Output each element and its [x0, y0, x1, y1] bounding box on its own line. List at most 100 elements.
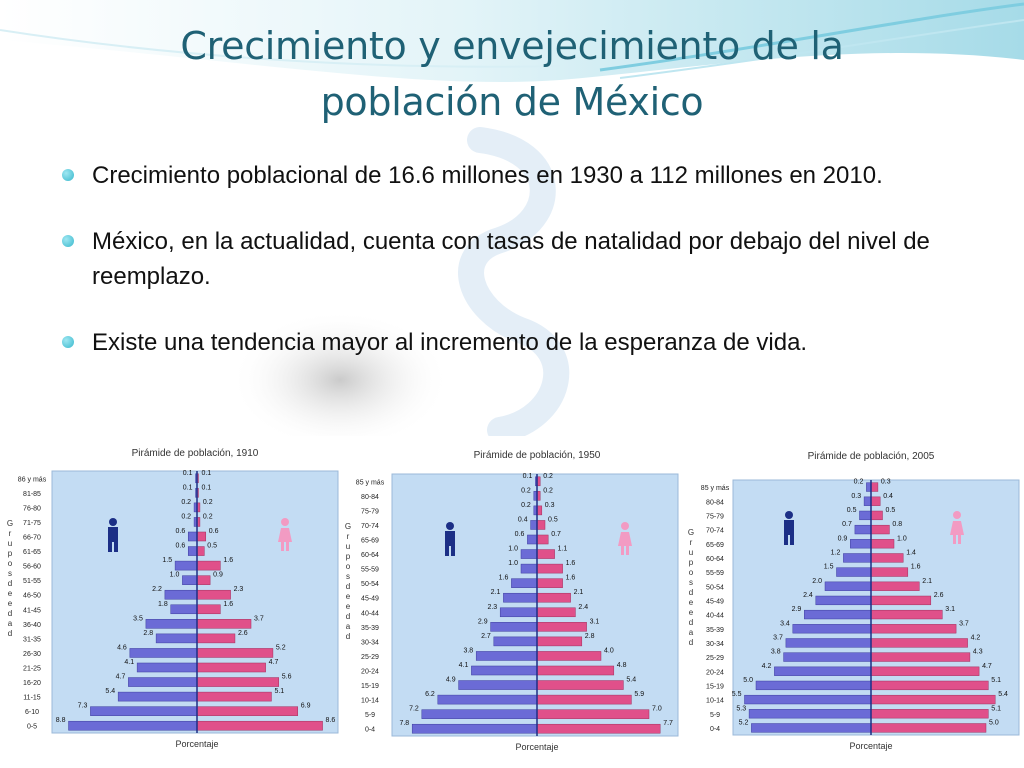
male-value-label: 3.4	[780, 620, 790, 627]
age-group-label: 5-9	[710, 712, 720, 719]
male-bar	[164, 589, 198, 600]
male-bar	[744, 694, 872, 705]
age-group-label: 71-75	[23, 520, 41, 527]
male-bar	[859, 510, 872, 521]
female-value-label: 3.1	[590, 618, 600, 625]
male-value-label: 3.7	[773, 635, 783, 642]
age-group-label: 41-45	[23, 607, 41, 614]
bullet-text: México, en la actualidad, cuenta con tas…	[92, 228, 930, 290]
female-bar	[196, 575, 211, 585]
female-value-label: 1.6	[566, 575, 576, 582]
age-group-label: 40-44	[361, 610, 379, 617]
female-value-label: 1.6	[223, 557, 233, 564]
female-bar	[536, 665, 615, 676]
male-value-label: 0.2	[181, 513, 191, 520]
age-group-label: 21-25	[23, 666, 41, 673]
female-bar	[196, 706, 298, 716]
female-value-label: 5.1	[274, 688, 284, 695]
male-bar	[785, 638, 872, 648]
age-group-label: 55-59	[361, 567, 379, 574]
male-figure-icon	[445, 522, 455, 556]
male-bar	[68, 720, 198, 731]
female-figure-icon-leg	[286, 542, 289, 551]
top-wave-band	[0, 0, 1024, 82]
male-value-label: 7.2	[409, 706, 419, 713]
male-bar	[520, 549, 538, 559]
male-figure-icon-leg	[790, 535, 794, 545]
female-figure-icon	[950, 511, 964, 544]
bullet-dot-icon	[62, 336, 74, 348]
age-group-label: 60-64	[706, 556, 724, 563]
male-bar	[850, 539, 872, 549]
male-bar	[128, 677, 198, 687]
age-group-label: 81-85	[23, 491, 41, 498]
age-group-label: 70-74	[361, 523, 379, 530]
male-bar	[136, 662, 198, 673]
age-group-label: 30-34	[706, 641, 724, 648]
female-bar	[536, 723, 661, 734]
age-group-label: 15-19	[361, 683, 379, 690]
female-value-label: 5.2	[276, 644, 286, 651]
chart-title: Pirámide de población, 1910	[132, 448, 259, 459]
male-bar	[783, 652, 872, 662]
male-value-label: 3.8	[463, 647, 473, 654]
male-bar	[499, 607, 538, 618]
male-bar	[129, 648, 198, 658]
female-value-label: 8.6	[326, 717, 336, 724]
male-bar	[187, 531, 198, 542]
bullet-list: Crecimiento poblacional de 16.6 millones…	[60, 158, 960, 391]
age-group-label: 46-50	[23, 593, 41, 600]
female-value-label: 0.9	[213, 572, 223, 579]
age-group-label: 20-24	[706, 669, 724, 676]
male-value-label: 0.2	[854, 479, 864, 486]
female-value-label: 5.0	[989, 720, 999, 727]
male-bar	[774, 666, 872, 676]
age-group-label: 51-55	[23, 578, 41, 585]
female-bar	[870, 709, 989, 719]
age-group-label: 56-60	[23, 564, 41, 571]
male-bar	[792, 624, 872, 634]
pyramid-chart-1910: Pirámide de población, 1910 Porcentaje G r u…	[0, 436, 340, 756]
female-value-label: 4.0	[604, 647, 614, 654]
female-value-label: 1.6	[223, 601, 233, 608]
male-value-label: 2.0	[812, 578, 822, 585]
male-bar	[511, 578, 538, 588]
female-figure-icon-leg	[281, 542, 284, 551]
age-group-label: 45-49	[361, 596, 379, 603]
female-bar	[870, 595, 932, 606]
male-bar	[755, 680, 872, 691]
x-axis-label: Porcentaje	[175, 739, 218, 749]
female-value-label: 0.7	[551, 531, 561, 538]
age-group-label: 65-69	[361, 538, 379, 545]
male-bar	[475, 651, 538, 661]
female-value-label: 1.4	[906, 550, 916, 557]
age-group-label: 10-14	[361, 698, 379, 705]
male-value-label: 2.1	[491, 589, 501, 596]
female-bar	[196, 720, 323, 731]
male-value-label: 3.5	[133, 615, 143, 622]
female-bar	[536, 694, 632, 705]
male-figure-icon-leg	[451, 546, 455, 556]
male-bar	[824, 581, 872, 591]
title-line-1: Crecimiento y envejecimiento de la	[180, 24, 844, 68]
male-bar	[530, 520, 538, 530]
male-value-label: 0.2	[521, 502, 531, 509]
female-bar	[870, 694, 996, 705]
female-figure-icon-leg	[621, 546, 624, 555]
male-value-label: 4.1	[459, 662, 469, 669]
age-group-label: 85 y más	[356, 479, 385, 486]
male-figure-icon-body	[784, 520, 794, 535]
age-group-label: 40-44	[706, 613, 724, 620]
male-value-label: 2.2	[152, 586, 162, 593]
age-group-label: 0-4	[365, 727, 375, 734]
female-value-label: 3.1	[945, 606, 955, 613]
female-value-label: 6.9	[301, 703, 311, 710]
male-bar	[174, 560, 198, 571]
female-figure-icon-head	[953, 511, 961, 519]
age-group-label: 10-14	[706, 698, 724, 705]
female-bar	[536, 592, 571, 603]
pyramid-chart-2005: Pirámide de población, 2005 Porcentaje G r u…	[685, 436, 1024, 756]
